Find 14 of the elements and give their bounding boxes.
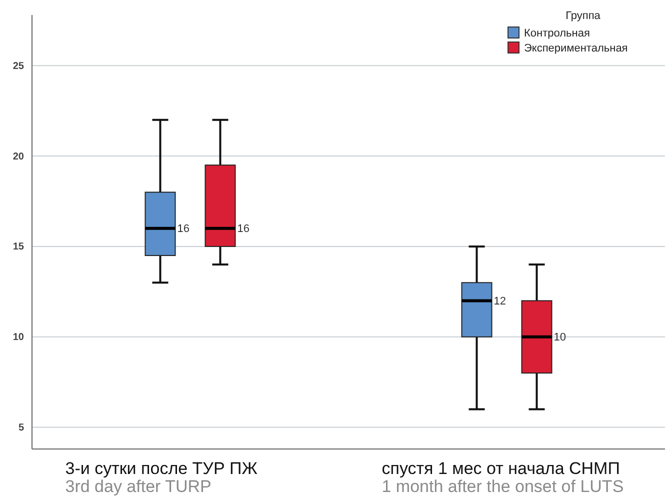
x-tick-label: 3-и сутки после ТУР ПЖ 3rd day after TURP	[65, 459, 258, 496]
text: 16	[177, 223, 190, 236]
text: 10	[554, 332, 566, 344]
y-tick-label: 10	[12, 332, 24, 344]
legend-label: Контрольная	[524, 28, 590, 40]
y-tick-label: 25	[12, 60, 24, 72]
text: 16	[237, 223, 250, 236]
y-tick-label: 20	[12, 151, 24, 162]
legend-label: Экспериментальная	[524, 42, 628, 54]
x-tick-label: спустя 1 мес от начала СНМП 1 month after the onset of LUTS	[382, 459, 624, 496]
y-tick-label: 15	[12, 242, 24, 253]
y-tick-label: 5	[18, 422, 24, 434]
text: 12	[494, 296, 506, 308]
legend-title: Группа	[566, 10, 602, 22]
